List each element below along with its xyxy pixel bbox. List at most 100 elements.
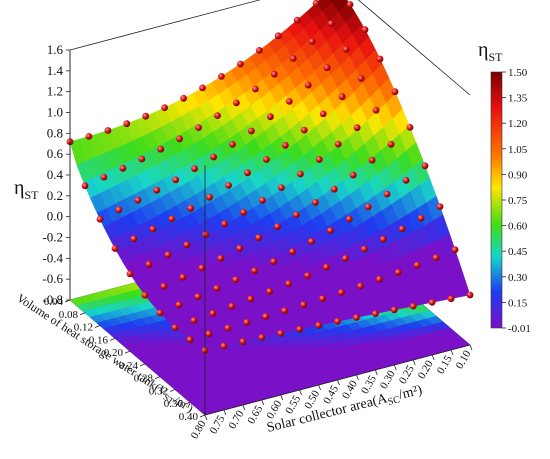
y-tick-mark — [184, 401, 191, 405]
data-point — [338, 93, 346, 101]
data-point — [251, 267, 258, 275]
data-point — [104, 127, 112, 134]
data-point — [319, 295, 326, 302]
data-point — [224, 324, 232, 332]
data-point — [194, 293, 202, 300]
data-point — [368, 156, 376, 164]
data-point — [263, 156, 270, 163]
data-point — [198, 264, 206, 272]
frame-edge — [357, 0, 471, 96]
data-point — [130, 235, 138, 243]
data-point — [134, 196, 142, 204]
surface-cell — [330, 0, 335, 3]
data-point — [179, 273, 187, 281]
z-tick-label: 1.2 — [47, 84, 63, 99]
data-point — [247, 295, 255, 303]
y-tick-mark — [199, 414, 206, 418]
x-tick-label: 0.10 — [454, 348, 474, 371]
data-point — [218, 73, 225, 80]
y-tick-label: 0.20 — [104, 347, 124, 359]
y-tick-label: 0.28 — [134, 373, 154, 385]
data-point — [141, 291, 149, 299]
data-point — [175, 301, 183, 309]
y-tick-mark — [94, 325, 101, 328]
x-tick-mark — [261, 399, 265, 406]
x-tick-mark — [393, 364, 397, 371]
data-point — [357, 282, 364, 290]
data-point — [259, 196, 266, 204]
data-point — [406, 124, 414, 131]
colorbar-tick-label: -0.01 — [508, 323, 531, 335]
data-point — [394, 268, 402, 276]
data-point — [213, 284, 221, 292]
data-point — [233, 99, 240, 107]
colorbar: ηST 1.50 1.35 1.20 1.05 0.90 0.75 0.60 0.45 0.30… — [478, 39, 531, 335]
data-point — [111, 245, 119, 252]
z-tick-label: 0.4 — [47, 167, 64, 182]
data-point — [390, 306, 398, 314]
data-point — [187, 204, 195, 212]
data-point — [312, 0, 320, 7]
data-point — [327, 227, 334, 234]
colorbar-tick-label: 1.05 — [508, 144, 528, 156]
data-point — [323, 263, 330, 271]
y-tick-mark — [154, 376, 161, 380]
y-tick-label: 0.24 — [119, 360, 139, 372]
data-point — [281, 307, 288, 315]
x-tick-label: 0.30 — [378, 368, 398, 391]
y-tick-label: 0.32 — [149, 385, 168, 397]
z-tick-label: 1.6 — [47, 42, 64, 57]
data-point — [353, 124, 361, 132]
data-point — [364, 203, 372, 211]
data-point — [304, 272, 311, 279]
data-point — [304, 81, 312, 89]
data-point — [157, 145, 165, 153]
data-point — [220, 342, 228, 350]
data-point — [417, 214, 425, 222]
x-tick-label: 0.75 — [207, 413, 227, 436]
x-tick-mark — [431, 354, 435, 361]
data-point — [205, 330, 213, 338]
surface-mesh — [69, 0, 471, 351]
x-tick-mark — [412, 359, 416, 366]
data-point — [466, 291, 474, 299]
y-tick-mark — [139, 363, 146, 367]
x-tick-mark — [374, 369, 378, 376]
data-point — [229, 141, 236, 148]
data-point — [308, 38, 316, 45]
z-tick-label: -0.2 — [42, 230, 63, 245]
data-point — [164, 251, 172, 259]
data-point — [123, 120, 131, 128]
data-point — [274, 32, 282, 40]
z-tick-label: -0.4 — [42, 250, 63, 265]
data-point — [221, 220, 229, 228]
data-point — [186, 336, 194, 343]
data-point — [285, 280, 292, 287]
x-tick-mark — [318, 384, 321, 391]
data-point — [376, 55, 384, 63]
colorbar-tick-label: 0.75 — [508, 195, 528, 207]
x-tick-mark — [356, 374, 359, 381]
y-tick-mark — [64, 299, 71, 303]
data-point — [190, 317, 198, 324]
x-tick-mark — [280, 394, 284, 401]
colorbar-tick-label: 1.20 — [508, 118, 528, 130]
data-point — [330, 185, 338, 193]
x-tick-mark — [450, 349, 454, 356]
x-tick-mark — [204, 414, 208, 421]
x-tick-label: 0.70 — [226, 408, 246, 431]
data-point — [428, 299, 436, 306]
data-point — [142, 112, 150, 120]
y-tick-label: 0.08 — [59, 309, 79, 321]
data-point — [149, 225, 157, 233]
colorbar-tick-label: 1.35 — [508, 93, 528, 105]
y-tick-label: 0.36 — [164, 398, 184, 410]
data-point — [327, 20, 335, 27]
data-point — [345, 215, 353, 223]
y-tick-mark — [124, 350, 131, 354]
data-point — [81, 182, 89, 190]
y-tick-label: 0.40 — [179, 411, 199, 423]
data-point — [353, 314, 360, 321]
data-point — [285, 98, 293, 105]
